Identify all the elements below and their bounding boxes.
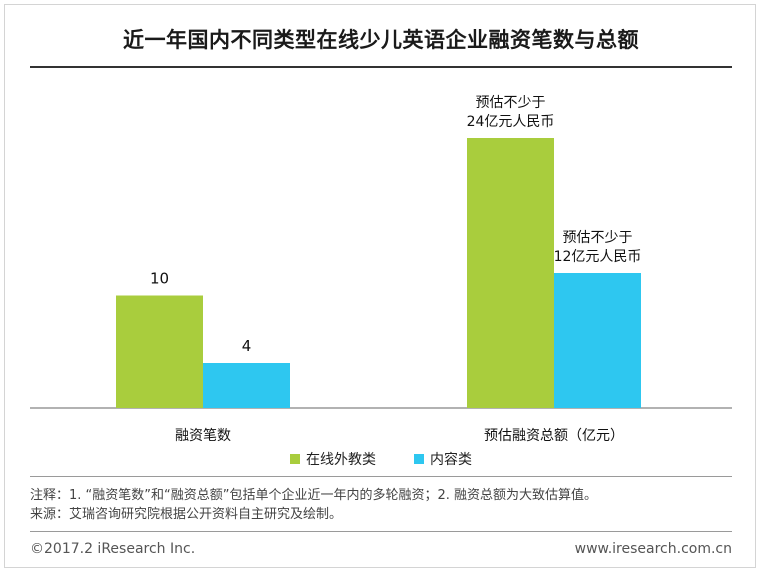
copyright-text: ©2017.2 iResearch Inc.	[30, 541, 196, 557]
data-label-在线外教类-融资笔数: 10	[150, 270, 169, 288]
data-label-在线外教类-融资总额: 预估不少于 24亿元人民币	[467, 95, 555, 130]
data-label-内容类-融资总额: 预估不少于 12亿元人民币	[554, 230, 642, 265]
bar-在线外教类-融资总额	[467, 138, 554, 408]
chart-title: 近一年国内不同类型在线少儿英语企业融资笔数与总额	[123, 28, 639, 52]
legend-swatch-online-teacher	[290, 454, 300, 464]
bar-内容类-融资笔数	[203, 363, 290, 408]
legend-item-content: 内容类	[414, 449, 472, 469]
source-line: 来源：艾瑞咨询研究院根据公开资料自主研究及绘制。	[30, 507, 343, 522]
legend-item-online-teacher: 在线外教类	[290, 449, 376, 469]
category-label-融资笔数: 融资笔数	[175, 428, 231, 444]
notes-divider	[30, 476, 732, 477]
website-text: www.iresearch.com.cn	[574, 541, 732, 557]
data-label-内容类-融资笔数: 4	[242, 337, 252, 355]
note-line: 注释：1. “融资笔数”和“融资总额”包括单个企业近一年内的多轮融资；2. 融资…	[30, 488, 598, 503]
legend-label-content: 内容类	[430, 452, 472, 468]
footer-divider	[30, 531, 732, 532]
title-divider	[30, 66, 732, 68]
category-label-融资总额: 预估融资总额（亿元）	[484, 428, 624, 444]
legend-swatch-content	[414, 454, 424, 464]
chart-legend: 在线外教类 内容类	[0, 449, 762, 469]
bar-内容类-融资总额	[554, 273, 641, 408]
bar-在线外教类-融资笔数	[116, 295, 203, 408]
legend-label-online-teacher: 在线外教类	[306, 452, 376, 468]
